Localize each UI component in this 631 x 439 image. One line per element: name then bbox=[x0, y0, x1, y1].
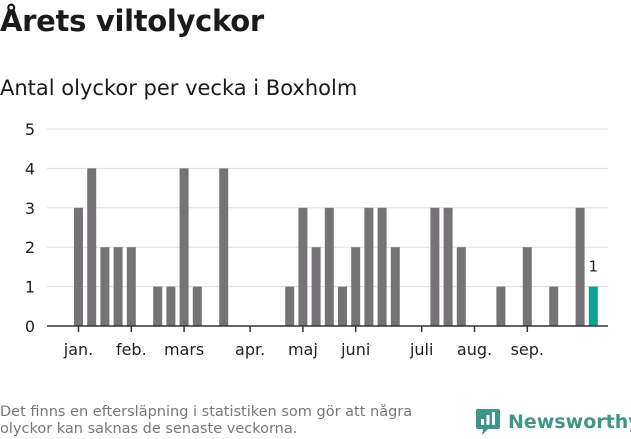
bar bbox=[549, 286, 559, 326]
bar bbox=[443, 207, 453, 326]
bar bbox=[126, 247, 136, 326]
x-tick-label: maj bbox=[288, 340, 318, 359]
y-tick-label: 2 bbox=[25, 238, 35, 257]
y-tick-label: 4 bbox=[25, 159, 35, 178]
bar bbox=[377, 207, 387, 326]
chart-title: Årets viltolyckor bbox=[0, 4, 264, 38]
x-tick-label: sep. bbox=[511, 340, 544, 359]
bar-chart: 0 1 2 3 4 5 1 jan. feb. mars apr. maj juni juli aug. se… bbox=[25, 120, 608, 359]
newsworthy-logo-icon bbox=[476, 409, 500, 435]
bar bbox=[522, 247, 532, 326]
bar-highlight bbox=[588, 286, 598, 326]
bar bbox=[351, 247, 361, 326]
chart-subtitle: Antal olyckor per vecka i Boxholm bbox=[0, 76, 358, 100]
bar bbox=[324, 207, 334, 326]
data-label: 1 bbox=[589, 258, 599, 276]
bar bbox=[74, 207, 83, 326]
bar bbox=[430, 207, 440, 326]
x-tick-label: mars bbox=[164, 340, 204, 359]
bar bbox=[87, 168, 97, 326]
y-tick-label: 1 bbox=[25, 278, 35, 297]
bar bbox=[179, 168, 189, 326]
y-tick-label: 3 bbox=[25, 199, 35, 218]
bar bbox=[219, 168, 229, 326]
bar bbox=[153, 286, 163, 326]
bar bbox=[192, 286, 202, 326]
y-tick-label: 5 bbox=[25, 120, 35, 139]
bar bbox=[338, 286, 347, 326]
bar bbox=[390, 247, 400, 326]
footnote: Det finns en eftersläpning i statistiken… bbox=[0, 404, 413, 437]
x-tick-label: juli bbox=[409, 340, 433, 359]
bar bbox=[311, 247, 321, 326]
bar bbox=[496, 286, 506, 326]
x-tick-label: juni bbox=[340, 340, 370, 359]
x-tick-label: apr. bbox=[235, 340, 265, 359]
bar bbox=[575, 207, 585, 326]
bar bbox=[166, 286, 176, 326]
x-tick-label: aug. bbox=[457, 340, 492, 359]
bar bbox=[298, 207, 308, 326]
brand[interactable]: Newsworthy bbox=[476, 408, 631, 436]
bar bbox=[100, 247, 110, 326]
bar bbox=[113, 247, 123, 326]
x-tick-label: feb. bbox=[116, 340, 147, 359]
bar bbox=[364, 207, 374, 326]
brand-name: Newsworthy bbox=[508, 411, 631, 433]
y-tick-label: 0 bbox=[25, 317, 35, 336]
bar bbox=[285, 286, 295, 326]
bar bbox=[456, 247, 466, 326]
x-tick-label: jan. bbox=[63, 340, 93, 359]
